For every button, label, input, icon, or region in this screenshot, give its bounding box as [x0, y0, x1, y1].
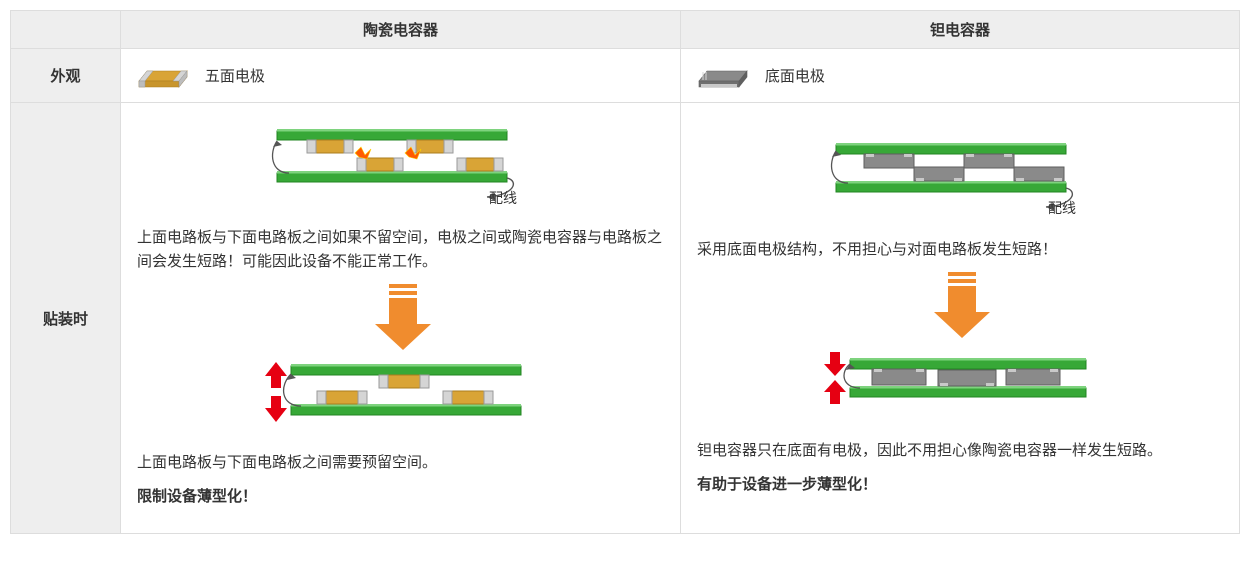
arrow-down-icon	[934, 272, 990, 338]
gap-arrow-down-icon	[824, 352, 846, 376]
tantalum-appearance-label: 底面电极	[765, 65, 825, 86]
wiring-label-2: 配线	[1048, 200, 1076, 216]
ceramic-capacitor-icon	[133, 57, 193, 94]
wiring-label-1: 配线	[489, 190, 517, 206]
arrow-down-icon	[375, 284, 431, 350]
mounting-ceramic-cell: 配线 上面电路板与下面电路板之间如果不留空间，电极之间或陶瓷电容器与电路板之间会…	[121, 103, 681, 534]
header-row: 陶瓷电容器 钽电容器	[11, 11, 1240, 49]
gap-arrow-up-icon	[824, 380, 846, 404]
rowhdr-mounting: 贴装时	[11, 103, 121, 534]
tantalum-text-1: 采用底面电极结构，不用担心与对面电路板发生短路！	[697, 238, 1223, 262]
tantalum-figure-bottom	[697, 272, 1223, 425]
tantalum-conclusion: 有助于设备进一步薄型化！	[697, 473, 1223, 497]
tantalum-figure-top: 配线	[697, 135, 1223, 224]
appearance-ceramic-cell: 五面电极	[121, 49, 681, 103]
rowhdr-appearance: 外观	[11, 49, 121, 103]
appearance-tantalum-cell: 底面电极	[681, 49, 1240, 103]
appearance-row: 外观 五面电极	[11, 49, 1240, 103]
gap-arrow-down-icon	[265, 396, 287, 422]
header-tantalum: 钽电容器	[681, 11, 1240, 49]
ceramic-conclusion: 限制设备薄型化！	[137, 485, 664, 509]
header-ceramic: 陶瓷电容器	[121, 11, 681, 49]
tantalum-capacitor-icon	[693, 57, 753, 94]
ceramic-figure-top: 配线	[137, 123, 664, 212]
ceramic-appearance-label: 五面电极	[205, 65, 265, 86]
header-corner	[11, 11, 121, 49]
gap-arrow-up-icon	[265, 362, 287, 388]
ceramic-text-2: 上面电路板与下面电路板之间需要预留空间。	[137, 451, 664, 475]
tantalum-text-2: 钽电容器只在底面有电极，因此不用担心像陶瓷电容器一样发生短路。	[697, 439, 1223, 463]
ceramic-text-1: 上面电路板与下面电路板之间如果不留空间，电极之间或陶瓷电容器与电路板之间会发生短…	[137, 226, 664, 274]
mounting-tantalum-cell: 配线 采用底面电极结构，不用担心与对面电路板发生短路！	[681, 103, 1240, 534]
ceramic-figure-bottom	[137, 284, 664, 437]
comparison-table: 陶瓷电容器 钽电容器 外观 五面电极	[10, 10, 1240, 534]
mounting-row: 贴装时	[11, 103, 1240, 534]
